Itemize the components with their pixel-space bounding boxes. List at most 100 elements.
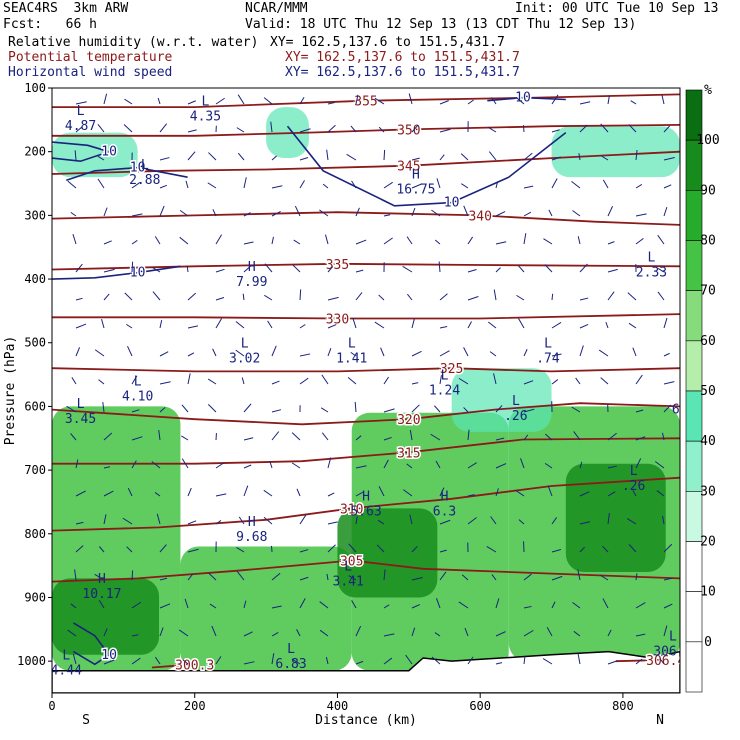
wind-vector <box>523 408 535 413</box>
wind-vector <box>378 486 385 497</box>
wind-vector <box>348 543 357 553</box>
wind-vector <box>628 322 637 329</box>
wind-vector <box>657 234 665 245</box>
wind-vector <box>237 152 245 161</box>
wind-vector <box>319 629 329 637</box>
wind-vector <box>601 155 609 161</box>
wind-vector <box>495 631 506 637</box>
x-axis-label: Distance (km) <box>315 713 417 728</box>
wind-vector <box>463 347 469 357</box>
wind-vector <box>663 206 668 217</box>
colorbar-unit: % <box>704 83 712 98</box>
wind-vector <box>75 347 81 357</box>
wind-vector <box>159 381 171 385</box>
wind-vector <box>377 519 385 525</box>
wind-vector <box>159 406 166 413</box>
wind-vector <box>320 407 329 413</box>
theta-contour <box>52 211 680 226</box>
wind-extremum-value: 3.41 <box>333 574 364 589</box>
theta-contour <box>52 313 680 320</box>
wind-vector <box>411 404 420 413</box>
wind-vector <box>355 490 365 497</box>
wind-vector <box>405 654 413 665</box>
wind-vector <box>635 458 642 469</box>
wind-extremum-type: L <box>134 375 142 390</box>
wind-vector <box>187 100 196 105</box>
wind-vector <box>291 462 301 469</box>
wind-vector <box>299 289 302 301</box>
wind-contour <box>72 622 111 666</box>
wind-vector <box>632 490 637 497</box>
wind-vector <box>493 289 497 301</box>
wind-vector <box>75 297 83 301</box>
wind-vector <box>236 127 245 133</box>
wind-contour-label: 10 <box>101 145 117 160</box>
wind-vector <box>383 214 391 217</box>
wind-vector <box>212 209 217 217</box>
wind-vector <box>607 491 616 497</box>
wind-vector <box>460 153 469 161</box>
wind-vector <box>383 181 393 189</box>
wind-vector <box>439 375 442 385</box>
wind-vector <box>663 577 672 581</box>
wind-vector <box>635 602 646 609</box>
wind-vector <box>602 545 609 553</box>
wind-vector <box>296 488 301 497</box>
y-tick-label: 500 <box>24 336 46 350</box>
theta-contour-label: 300.3 <box>175 658 214 673</box>
wind-vector <box>439 487 445 497</box>
wind-vector <box>319 209 329 217</box>
wind-vector <box>74 150 77 161</box>
wind-vector <box>264 294 273 301</box>
wind-vector <box>131 261 134 273</box>
wind-vector <box>434 239 441 245</box>
wind-vector <box>243 661 255 665</box>
wind-vector <box>181 458 189 469</box>
wind-vector <box>103 490 114 497</box>
wind-vector <box>544 462 553 469</box>
wind-vector <box>321 432 329 441</box>
wind-extremum-type: L <box>202 94 210 109</box>
wind-vector <box>271 185 283 189</box>
wind-vector <box>271 653 275 665</box>
wind-vector <box>243 177 247 189</box>
wind-vector <box>181 435 189 441</box>
theta-contour <box>52 559 680 583</box>
wind-vector <box>600 123 609 133</box>
wind-vector <box>467 517 477 525</box>
wind-vector <box>271 431 280 441</box>
wind-vector <box>411 577 423 581</box>
wind-vector <box>657 268 665 273</box>
colorbar-level-label: 70 <box>700 284 716 299</box>
wind-vector <box>127 487 133 497</box>
wind-vector <box>551 575 563 581</box>
wind-vector <box>159 184 168 189</box>
wind-vector <box>599 574 609 581</box>
wind-vector <box>215 493 227 497</box>
wind-vector <box>607 206 614 217</box>
wind-vector <box>207 404 217 413</box>
wind-vector <box>159 544 167 553</box>
wind-vector <box>291 432 301 441</box>
wind-vector <box>411 124 419 133</box>
wind-vector <box>299 128 311 133</box>
wind-vector <box>299 377 309 385</box>
wind-vector <box>187 520 197 525</box>
theta-contour <box>52 262 680 271</box>
wind-vector <box>355 269 364 273</box>
wind-vector <box>72 654 77 665</box>
wind-extremum-value: 10.17 <box>82 587 121 602</box>
init-time: Init: 00 UTC Tue 10 Sep 13 <box>515 1 719 16</box>
wind-vector <box>71 377 77 385</box>
wind-vector <box>327 102 335 105</box>
wind-vector <box>103 207 108 217</box>
wind-contour <box>52 141 112 163</box>
colorbar-level-label: 90 <box>700 183 716 198</box>
wind-vector <box>294 205 301 217</box>
colorbar-level-label: 30 <box>700 484 716 499</box>
wind-vector <box>439 519 451 525</box>
wind-vector <box>299 180 305 189</box>
wind-vector <box>635 436 646 441</box>
wind-vector <box>263 489 273 497</box>
wind-vector <box>635 149 638 161</box>
